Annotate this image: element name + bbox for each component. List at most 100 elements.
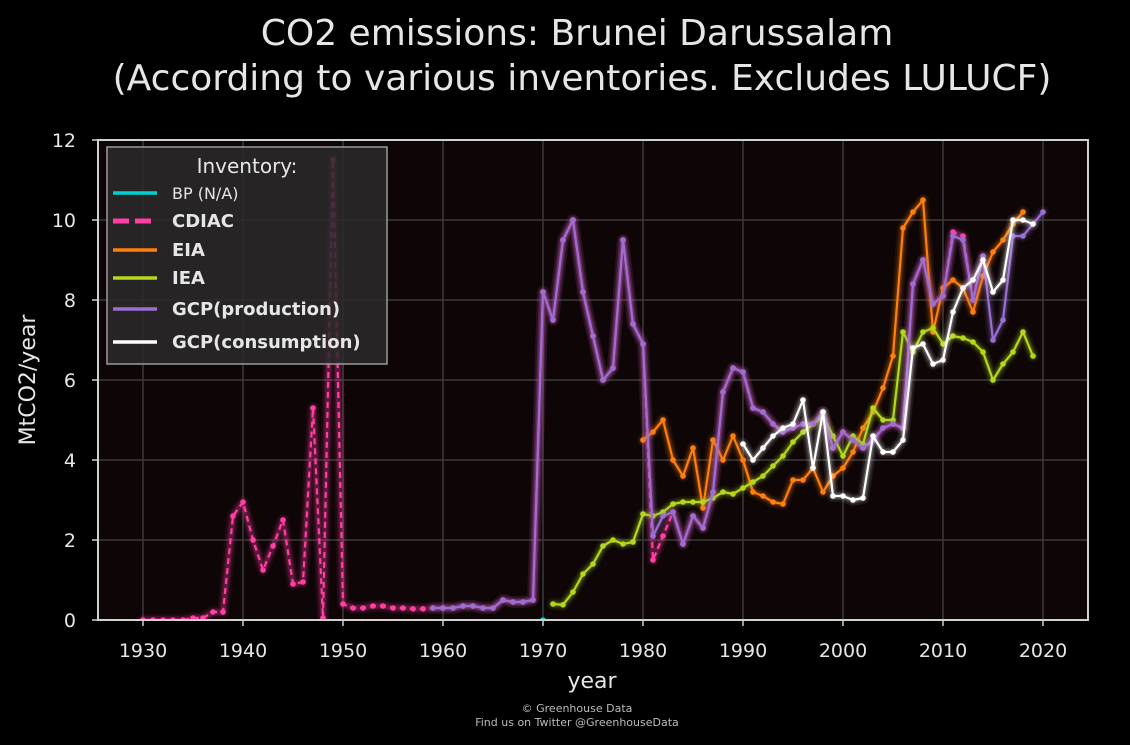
data-point xyxy=(610,365,616,371)
data-point xyxy=(690,513,696,519)
y-tick-label: 8 xyxy=(64,290,76,312)
data-point xyxy=(580,571,586,577)
data-point xyxy=(960,233,966,239)
data-point xyxy=(240,499,246,505)
data-point xyxy=(680,541,686,547)
legend-label: GCP(production) xyxy=(172,299,340,320)
data-point xyxy=(870,405,876,411)
x-tick-label: 2000 xyxy=(819,640,867,662)
data-point xyxy=(950,233,956,239)
data-point xyxy=(740,441,746,447)
y-tick-label: 12 xyxy=(52,130,76,152)
data-point xyxy=(520,599,526,605)
legend-label: BP (N/A) xyxy=(172,184,239,203)
data-point xyxy=(710,437,716,443)
data-point xyxy=(920,341,926,347)
x-tick-label: 1990 xyxy=(719,640,767,662)
data-point xyxy=(660,417,666,423)
data-point xyxy=(860,441,866,447)
data-point xyxy=(840,453,846,459)
series-eia xyxy=(637,194,1029,514)
data-point xyxy=(780,501,786,507)
data-point xyxy=(940,341,946,347)
data-point xyxy=(690,499,696,505)
legend: Inventory: BP (N/A) CDIAC EIA IEA GCP(produc… xyxy=(106,146,388,365)
data-point xyxy=(530,597,536,603)
data-point xyxy=(1000,237,1006,243)
y-axis-ticks: 0 2 4 6 8 10 12 xyxy=(52,130,98,632)
data-point xyxy=(950,309,956,315)
data-point xyxy=(610,537,616,543)
data-point xyxy=(260,567,266,573)
data-point xyxy=(730,433,736,439)
data-point xyxy=(290,581,296,587)
data-point xyxy=(300,579,306,585)
data-point xyxy=(750,405,756,411)
data-point xyxy=(950,229,956,235)
data-point xyxy=(830,493,836,499)
data-point xyxy=(360,605,366,611)
data-point xyxy=(680,499,686,505)
legend-box xyxy=(106,146,388,365)
data-point xyxy=(900,437,906,443)
data-point xyxy=(570,589,576,595)
data-point xyxy=(990,249,996,255)
data-point xyxy=(380,603,386,609)
data-point xyxy=(200,615,206,620)
data-point xyxy=(900,225,906,231)
data-point xyxy=(940,357,946,363)
data-point xyxy=(310,405,316,411)
data-point xyxy=(710,489,716,495)
data-point xyxy=(760,409,766,415)
data-point xyxy=(820,409,826,415)
data-point xyxy=(510,599,516,605)
legend-items: BP (N/A) CDIAC EIA IEA GCP(production) GCP(co… xyxy=(113,184,361,353)
data-point xyxy=(860,445,866,451)
data-point xyxy=(740,485,746,491)
data-point xyxy=(980,349,986,355)
data-point xyxy=(500,597,506,603)
data-point xyxy=(850,437,856,443)
data-point xyxy=(1020,329,1026,335)
data-point xyxy=(910,209,916,215)
data-point xyxy=(750,457,756,463)
data-point xyxy=(700,505,706,511)
data-point xyxy=(930,361,936,367)
footer-twitter: Find us on Twitter @GreenhouseData xyxy=(475,716,679,729)
data-point xyxy=(760,493,766,499)
series-layer xyxy=(137,154,1049,620)
data-point xyxy=(1000,317,1006,323)
data-point xyxy=(800,397,806,403)
data-point xyxy=(970,309,976,315)
data-point xyxy=(250,537,256,543)
data-point xyxy=(670,509,676,515)
data-point xyxy=(840,429,846,435)
data-point xyxy=(590,333,596,339)
data-point xyxy=(960,285,966,291)
data-point xyxy=(650,533,656,539)
y-tick-label: 0 xyxy=(64,610,76,632)
data-point xyxy=(790,421,796,427)
y-axis-label: MtCO2/year xyxy=(16,314,41,446)
data-point xyxy=(790,477,796,483)
data-point xyxy=(700,499,706,505)
x-tick-label: 2020 xyxy=(1019,640,1067,662)
x-axis-ticks: 1930 1940 1950 1960 1970 1980 1990 2000 2010 2020 xyxy=(119,620,1067,662)
legend-label: IEA xyxy=(172,268,205,289)
data-point xyxy=(1030,221,1036,227)
data-point xyxy=(1000,361,1006,367)
data-point xyxy=(900,329,906,335)
data-point xyxy=(630,539,636,545)
data-point xyxy=(970,277,976,283)
data-point xyxy=(1010,349,1016,355)
data-point xyxy=(740,369,746,375)
data-point xyxy=(910,281,916,287)
x-axis-label: year xyxy=(567,669,617,694)
data-point xyxy=(880,417,886,423)
data-point xyxy=(670,501,676,507)
legend-label: GCP(consumption) xyxy=(172,332,361,353)
data-point xyxy=(1020,209,1026,215)
data-point xyxy=(460,603,466,609)
data-point xyxy=(620,541,626,547)
